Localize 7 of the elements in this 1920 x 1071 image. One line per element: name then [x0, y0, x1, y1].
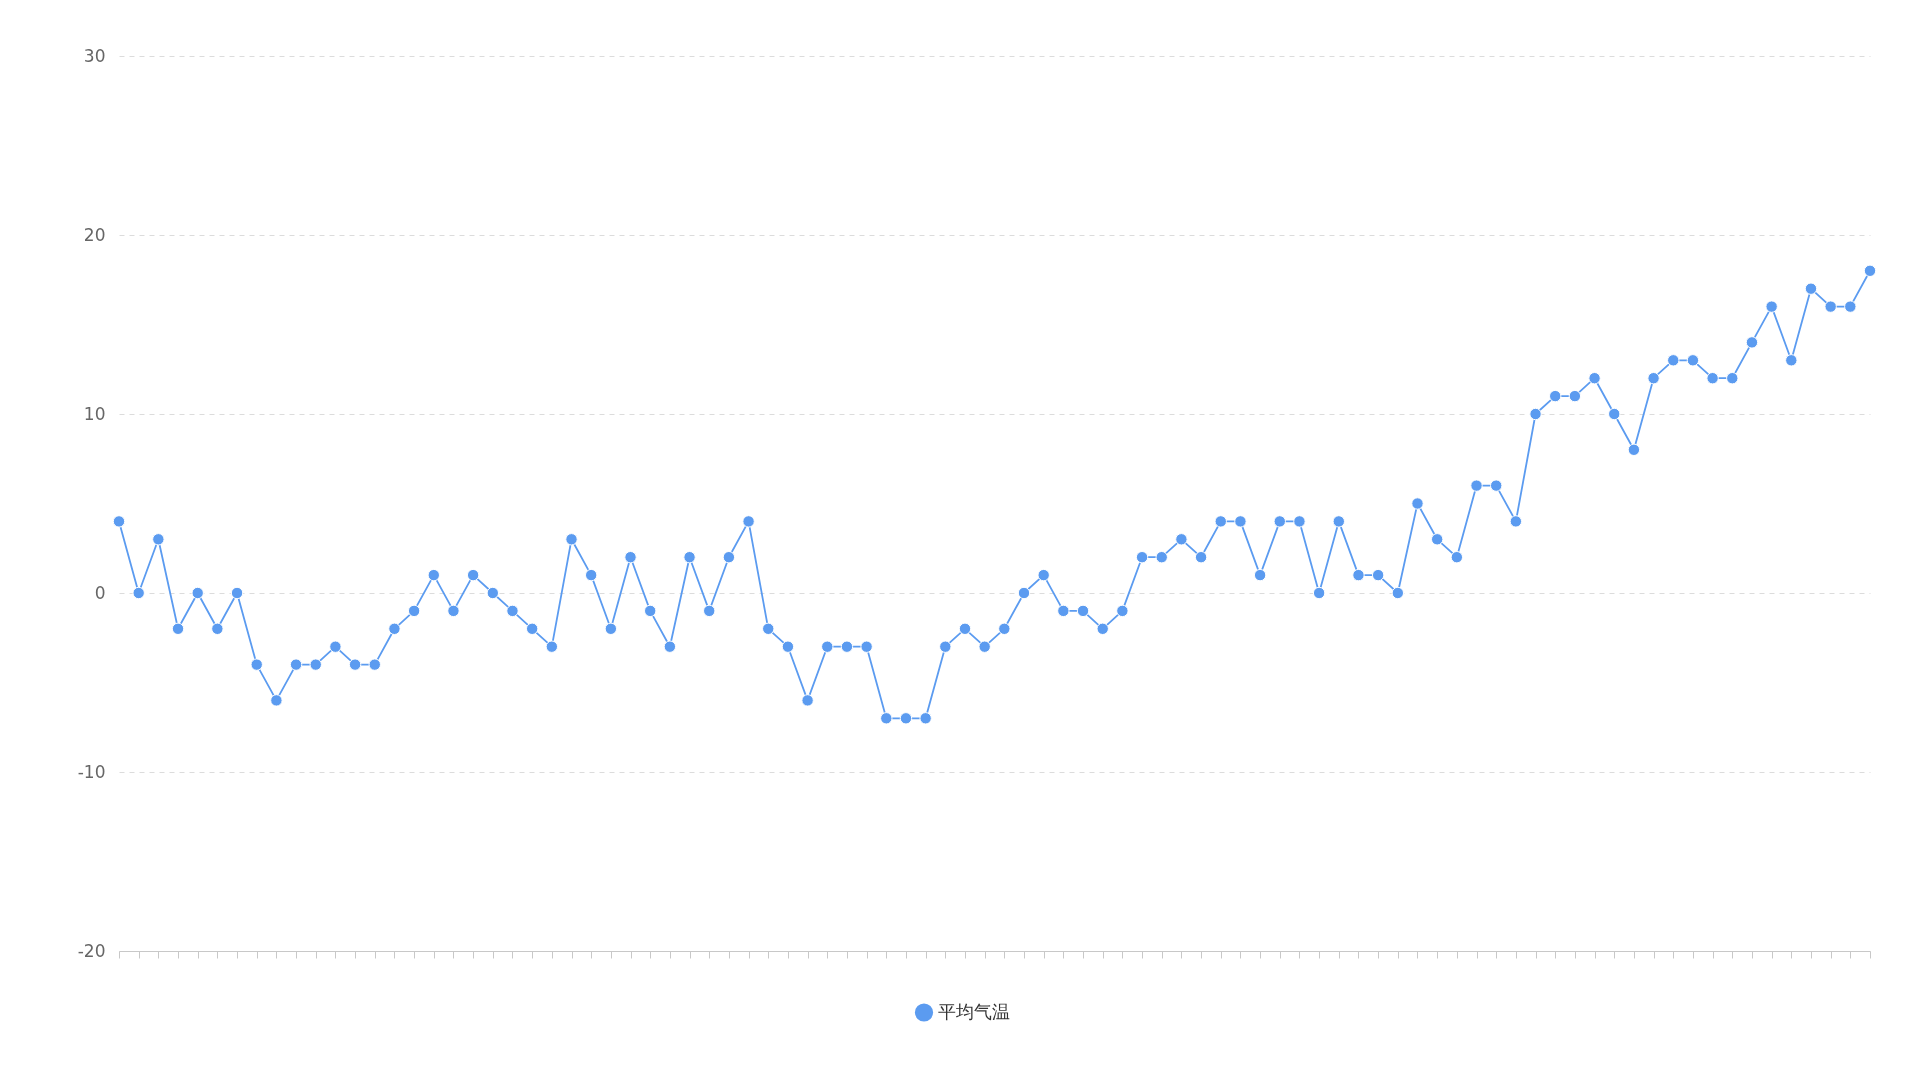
y-tick-label: -20 [77, 940, 106, 961]
y-tick-label: 10 [83, 403, 106, 424]
y-tick-label: 0 [94, 582, 106, 603]
y-tick-label: -10 [77, 761, 106, 782]
y-tick-label: 20 [83, 224, 106, 245]
y-tick-label: 30 [83, 45, 106, 66]
legend-label: 平均气温 [937, 1000, 1010, 1022]
